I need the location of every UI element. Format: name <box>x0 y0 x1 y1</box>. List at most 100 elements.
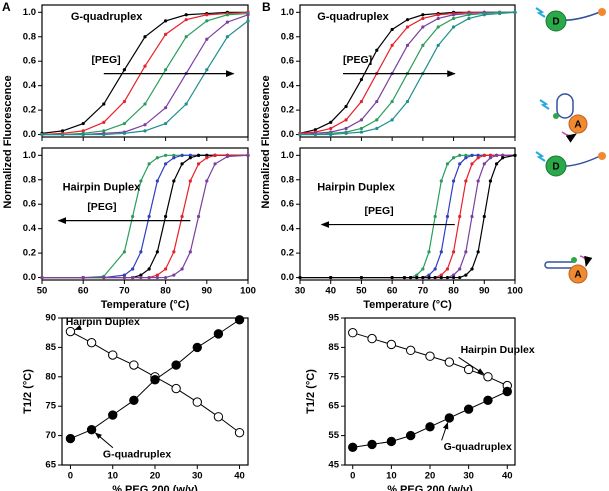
data-point <box>329 120 333 124</box>
data-point <box>375 126 379 131</box>
data-point <box>476 250 480 254</box>
y-tick-label: 90 <box>45 313 56 324</box>
data-point <box>298 275 302 280</box>
data-point <box>451 275 456 280</box>
label-arrow <box>94 432 114 449</box>
series-label: G-quadruplex <box>103 448 171 460</box>
data-point <box>129 360 139 370</box>
data-point <box>122 68 126 72</box>
data-point <box>476 156 480 160</box>
y-axis-label: T1/2 (°C) <box>22 369 34 414</box>
data-point <box>433 275 437 280</box>
data-point <box>482 162 486 166</box>
data-point <box>329 275 333 280</box>
data-point <box>467 16 471 21</box>
data-point <box>444 357 455 367</box>
data-point <box>65 326 76 337</box>
data-point <box>470 153 474 157</box>
y-tick-label: 55 <box>328 430 339 441</box>
y-tick-label: 0.0 <box>281 129 294 140</box>
y-tick-label: 65 <box>45 460 56 471</box>
data-point <box>192 342 202 353</box>
x-tick-label: 0 <box>350 471 355 482</box>
data-point <box>164 275 168 280</box>
data-point <box>188 250 192 254</box>
arrow-label: [PEG] <box>343 54 372 66</box>
x-axis-label: Temperature (°C) <box>363 299 452 311</box>
data-point <box>367 439 377 450</box>
y-tick-label: 0.6 <box>281 56 294 67</box>
y-tick-label: 80 <box>45 371 56 382</box>
data-point <box>40 132 44 137</box>
x-tick-label: 60 <box>78 286 89 297</box>
y-tick-label: 85 <box>328 342 339 353</box>
data-point <box>427 273 431 277</box>
data-point <box>405 25 410 29</box>
y-tick-label: 0.4 <box>23 80 37 91</box>
data-point <box>81 132 85 137</box>
data-point <box>427 250 431 254</box>
data-point <box>476 153 480 157</box>
data-point <box>359 126 364 131</box>
data-point <box>139 179 143 183</box>
data-point <box>143 64 147 68</box>
y-tick-label: 1.0 <box>23 150 36 161</box>
data-point <box>131 267 135 271</box>
data-point <box>205 153 209 157</box>
data-point <box>143 35 147 39</box>
annotation: G-quadruplex <box>71 11 143 23</box>
x-tick-label: 70 <box>119 286 130 297</box>
data-point <box>488 156 493 160</box>
data-point <box>470 267 474 271</box>
data-point <box>451 156 456 160</box>
data-point <box>86 425 97 435</box>
data-point <box>225 20 229 24</box>
data-point <box>171 360 181 370</box>
x-tick-label: 10 <box>386 471 397 482</box>
y-axis-label: Normalized Fluorescence <box>2 75 14 208</box>
data-point <box>348 328 358 338</box>
data-point <box>470 162 474 166</box>
data-point <box>61 132 65 137</box>
y-tick-label: 1.0 <box>23 7 36 18</box>
data-point <box>436 43 440 47</box>
x-tick-label: 100 <box>240 286 256 297</box>
data-point <box>433 214 437 219</box>
data-point <box>476 179 480 183</box>
data-point <box>172 156 176 160</box>
data-point <box>329 126 333 131</box>
data-point <box>213 329 224 339</box>
data-point <box>139 273 143 277</box>
data-point <box>234 427 245 438</box>
data-point <box>421 25 425 29</box>
data-point <box>108 350 118 360</box>
plot-frame <box>299 147 516 281</box>
data-point <box>61 129 65 133</box>
y-tick-label: 0.2 <box>281 105 294 116</box>
data-point <box>482 13 486 17</box>
data-point <box>439 250 443 254</box>
data-point <box>483 372 493 382</box>
data-point <box>164 106 168 110</box>
data-point <box>359 99 364 104</box>
y-tick-label: 95 <box>328 313 339 324</box>
data-point <box>439 179 443 183</box>
data-point <box>421 43 425 47</box>
melting-curve <box>42 14 249 136</box>
data-point <box>464 179 468 183</box>
data-point <box>386 436 397 447</box>
y-tick-label: 65 <box>328 401 339 412</box>
data-point <box>172 153 176 157</box>
data-point <box>498 11 502 16</box>
y-tick-label: 0.0 <box>23 272 36 283</box>
data-point <box>205 156 209 160</box>
data-point <box>122 121 126 126</box>
x-tick-label: 60 <box>387 286 398 297</box>
data-point <box>122 99 126 104</box>
data-point <box>405 345 416 356</box>
x-axis-label: Temperature (°C) <box>101 299 190 311</box>
arrow-label: [PEG] <box>365 205 394 217</box>
x-tick-label: 20 <box>150 471 161 482</box>
icon-quadruplex-folded: A <box>539 93 588 143</box>
data-point <box>155 250 159 254</box>
